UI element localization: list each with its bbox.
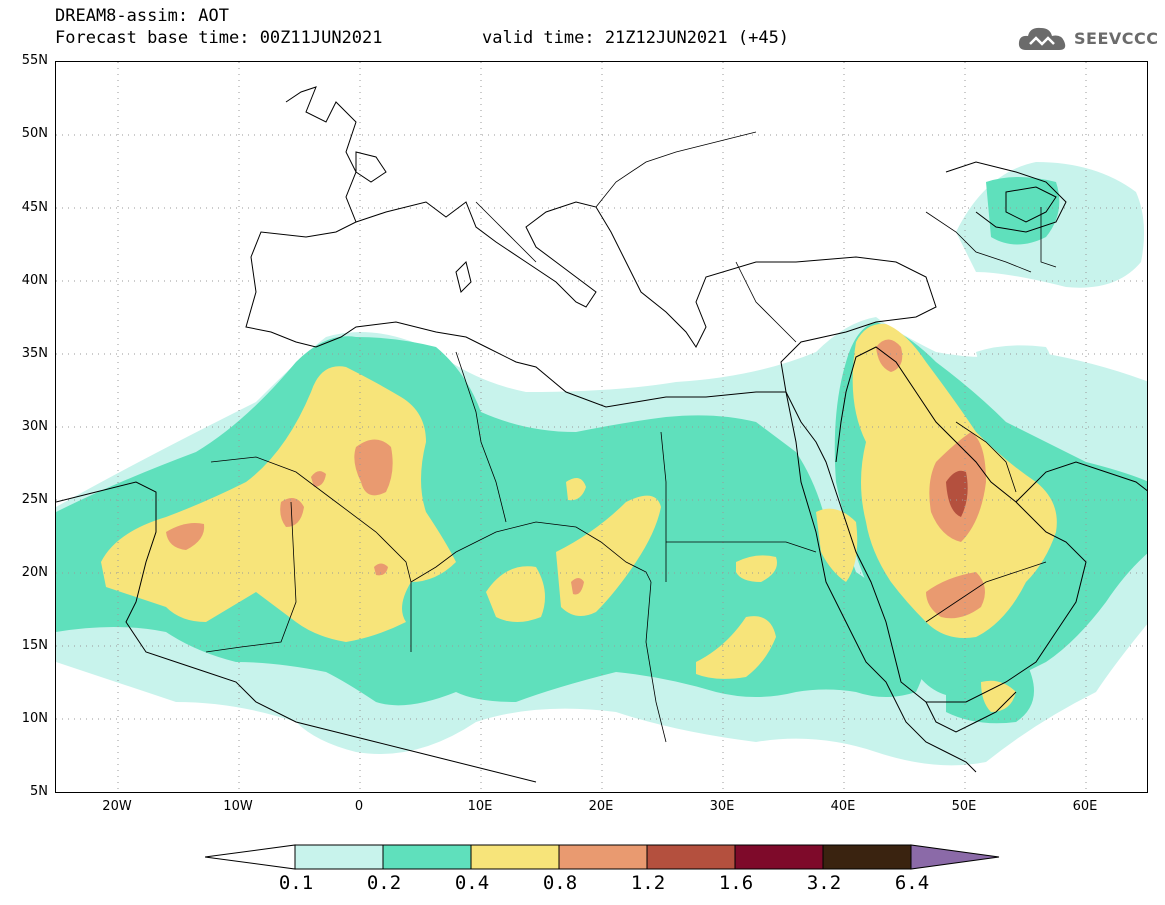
lat-label: 30N — [21, 419, 48, 434]
graticule — [56, 62, 1147, 792]
coastlines — [56, 86, 1147, 783]
colorbar-label: 1.6 — [718, 872, 754, 894]
colorbar-label: 6.4 — [894, 872, 930, 894]
plot-title: DREAM8-assim: AOT — [55, 6, 229, 26]
lat-label: 20N — [21, 565, 48, 580]
logo-label: SEEVCCC — [1074, 29, 1159, 48]
aot-layer-12 — [946, 470, 968, 517]
lon-label: 50E — [951, 799, 977, 814]
colorbar-bin-32 — [822, 844, 912, 870]
colorbar-label: 0.2 — [366, 872, 402, 894]
colorbar-bin-08 — [558, 844, 648, 870]
colorbar-bin-12 — [646, 844, 736, 870]
colorbar-label: 0.1 — [278, 872, 314, 894]
colorbar-label: 0.8 — [542, 872, 578, 894]
lat-label: 50N — [21, 126, 48, 141]
lon-label: 30E — [709, 799, 735, 814]
lon-label: 20W — [102, 799, 132, 814]
colorbar-label: 1.2 — [630, 872, 666, 894]
valid-time: valid time: 21Z12JUN2021 (+45) — [482, 28, 790, 48]
seevccc-logo: SEEVCCC — [1016, 22, 1158, 56]
lon-label: 20E — [588, 799, 614, 814]
lon-label: 10E — [467, 799, 493, 814]
borders — [205, 131, 1057, 743]
colorbar-bin-04 — [470, 844, 560, 870]
forecast-base-time: Forecast base time: 00Z11JUN2021 — [55, 28, 383, 48]
lat-label: 5N — [30, 784, 48, 799]
lon-label: 0 — [354, 799, 364, 814]
colorbar-bin-02 — [382, 844, 472, 870]
lon-label: 10W — [223, 799, 253, 814]
cloud-icon — [1018, 27, 1066, 50]
lat-label: 40N — [21, 273, 48, 288]
lat-label: 15N — [21, 638, 48, 653]
map-area — [55, 61, 1148, 793]
lat-label: 45N — [21, 200, 48, 215]
aot-map — [56, 62, 1147, 792]
lon-label: 60E — [1072, 799, 1098, 814]
colorbar — [204, 842, 1000, 872]
lat-label: 35N — [21, 346, 48, 361]
lat-label: 25N — [21, 492, 48, 507]
colorbar-bin-01 — [294, 844, 384, 870]
colorbar-low-arrow — [204, 844, 296, 870]
colorbar-scale — [204, 844, 1000, 870]
lon-label: 40E — [830, 799, 856, 814]
aot-layer-08 — [166, 339, 986, 619]
colorbar-label: 0.4 — [454, 872, 490, 894]
lat-label: 10N — [21, 711, 48, 726]
lat-label: 55N — [21, 53, 48, 68]
colorbar-bin-16 — [734, 844, 824, 870]
colorbar-label: 3.2 — [806, 872, 842, 894]
colorbar-high-arrow — [910, 844, 1000, 870]
